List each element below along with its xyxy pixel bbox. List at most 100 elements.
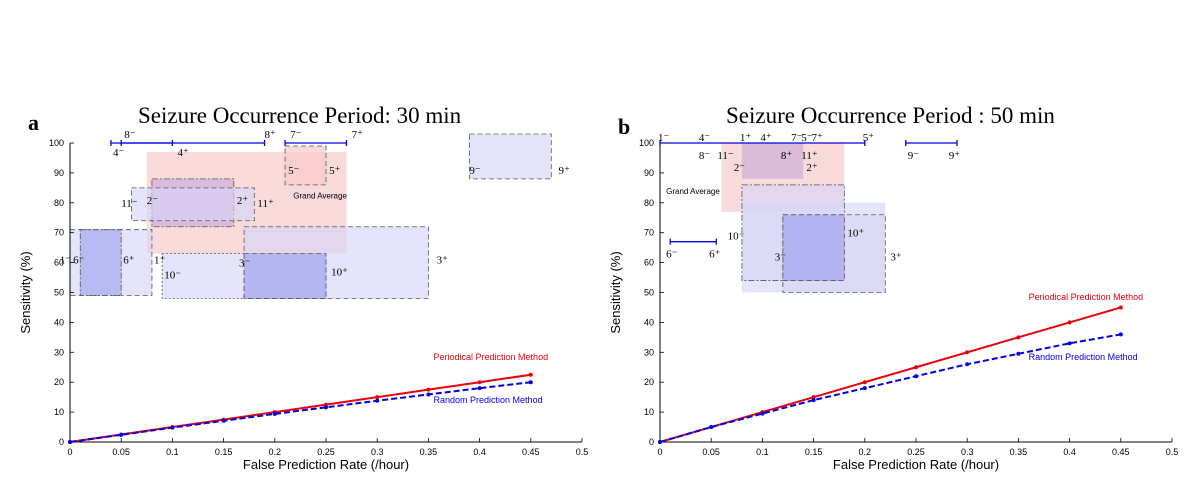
series-point — [170, 425, 175, 430]
y-tick-label: 20 — [644, 377, 654, 387]
point-annotation: 3⁺ — [890, 252, 902, 264]
x-tick-label: 0 — [657, 447, 662, 457]
series-point — [760, 411, 765, 416]
y-tick-label: 20 — [54, 377, 64, 387]
series-point — [965, 350, 970, 355]
x-tick-label: 0.2 — [269, 447, 282, 457]
x-tick-label: 0.15 — [805, 447, 823, 457]
point-annotation: 5⁻ — [288, 165, 300, 177]
panel-letter-b: b — [618, 114, 631, 139]
region-rect — [284, 145, 327, 186]
point-annotation: 9⁺ — [558, 165, 570, 177]
y-tick-label: 10 — [54, 407, 64, 417]
series-point — [1016, 351, 1021, 356]
panel-title-a: Seizure Occurrence Period: 30 min — [138, 103, 462, 128]
series-point — [709, 425, 714, 430]
point-annotation: 1⁺ — [154, 255, 166, 267]
series-point — [375, 395, 380, 400]
series-point — [426, 392, 431, 397]
series-point — [658, 440, 662, 444]
series-point — [914, 365, 918, 370]
point-annotation: 3⁻ — [775, 252, 787, 264]
x-tick-label: 0 — [67, 447, 72, 457]
region-rect — [468, 133, 552, 180]
x-tick-label: 0.45 — [522, 447, 540, 457]
point-annotation: 10⁺ — [847, 228, 864, 240]
x-tick-label: 0.25 — [317, 447, 335, 457]
x-tick-label: 0.15 — [215, 447, 233, 457]
series-point — [1118, 305, 1123, 310]
series-point — [272, 411, 277, 416]
x-tick-label: 0.35 — [1010, 447, 1028, 457]
series-point — [528, 372, 533, 377]
x-tick-label: 0.4 — [473, 447, 486, 457]
x-tick-label: 0.3 — [961, 447, 974, 457]
y-tick-label: 40 — [54, 317, 64, 327]
series-point — [221, 418, 226, 423]
point-annotation: 4⁻ — [699, 132, 711, 144]
x-tick-label: 0.05 — [702, 447, 720, 457]
point-annotation: 10⁺ — [331, 267, 348, 279]
x-tick-label: 0.3 — [371, 447, 384, 457]
chart-b: 0 0.05 0.1 0.15 0.2 0.25 0.3 0.35 0.4 0.45 0.5 0 10 2… — [608, 132, 1179, 472]
y-tick-label: 70 — [644, 228, 654, 238]
point-annotation: 11⁻ — [121, 198, 138, 210]
point-annotation: 1⁻ — [60, 255, 71, 267]
series-point — [862, 380, 867, 385]
series-line — [659, 306, 1122, 443]
point-annotation: 10⁻ — [164, 270, 181, 282]
point-annotation: 9⁻ — [908, 150, 920, 162]
point-annotation: 2⁺ — [806, 162, 818, 174]
x-tick-label: 0.05 — [112, 447, 130, 457]
x-tick-label: 0.5 — [1166, 447, 1179, 457]
grand-average-label: Grand Average — [666, 187, 720, 196]
y-tick-label: 100 — [49, 138, 64, 148]
series-point — [914, 374, 918, 379]
point-annotation: 5⁻ — [801, 132, 813, 144]
y-tick-label: 50 — [644, 288, 654, 298]
x-tick-label: 0.4 — [1063, 447, 1076, 457]
y-axis-label: Sensitivity (%) — [608, 251, 623, 333]
y-tick-label: 90 — [54, 168, 64, 178]
y-tick-label: 70 — [54, 228, 64, 238]
series-label: Periodical Prediction Method — [1029, 292, 1144, 302]
series-point — [477, 386, 482, 391]
series-label: Random Prediction Method — [1029, 352, 1138, 362]
point-annotation: 4⁺ — [178, 147, 190, 159]
series-point — [811, 398, 816, 403]
point-annotation: 9⁺ — [949, 150, 961, 162]
point-annotation: 4⁺ — [760, 132, 772, 144]
point-annotation: 8⁺ — [781, 150, 793, 162]
point-annotation: 4⁻ — [113, 147, 125, 159]
x-axis-label: False Prediction Rate (/hour) — [243, 457, 409, 472]
region-rect — [741, 143, 804, 179]
series-point — [426, 387, 431, 392]
chart-a: 0 0.05 0.1 0.15 0.2 0.25 0.3 0.35 0.4 0.45 0.5 0 10 2… — [18, 129, 588, 472]
x-tick-label: 0.2 — [859, 447, 872, 457]
point-annotation: 1⁺ — [740, 132, 752, 144]
series-point — [477, 380, 482, 385]
y-axis-label: Sensitivity (%) — [18, 251, 33, 333]
point-annotation: 2⁺ — [237, 195, 249, 207]
point-annotation: 3⁺ — [437, 255, 449, 267]
point-annotation: 1⁻ — [658, 132, 670, 144]
point-annotation: 5⁺ — [329, 165, 341, 177]
y-tick-label: 0 — [59, 437, 64, 447]
point-annotation: 9⁻ — [469, 165, 481, 177]
point-annotation: 2⁻ — [147, 195, 159, 207]
series-point — [862, 386, 867, 391]
y-tick-label: 0 — [649, 437, 654, 447]
point-annotation: 8⁺ — [265, 129, 277, 141]
x-tick-label: 0.45 — [1112, 447, 1130, 457]
panel-title-b: Seizure Occurrence Period : 50 min — [726, 103, 1055, 128]
series-point — [528, 380, 533, 385]
point-annotation: 6⁺ — [123, 255, 135, 267]
series-point — [68, 440, 72, 444]
point-annotation: 11⁻ — [717, 150, 734, 162]
series-label: Periodical Prediction Method — [434, 352, 549, 362]
y-tick-label: 50 — [54, 288, 64, 298]
point-annotation: 8⁻ — [124, 129, 136, 141]
series-point — [1067, 320, 1072, 325]
x-tick-label: 0.1 — [166, 447, 179, 457]
panel-a: a Seizure Occurrence Period: 30 min 0 0.0… — [18, 103, 588, 472]
